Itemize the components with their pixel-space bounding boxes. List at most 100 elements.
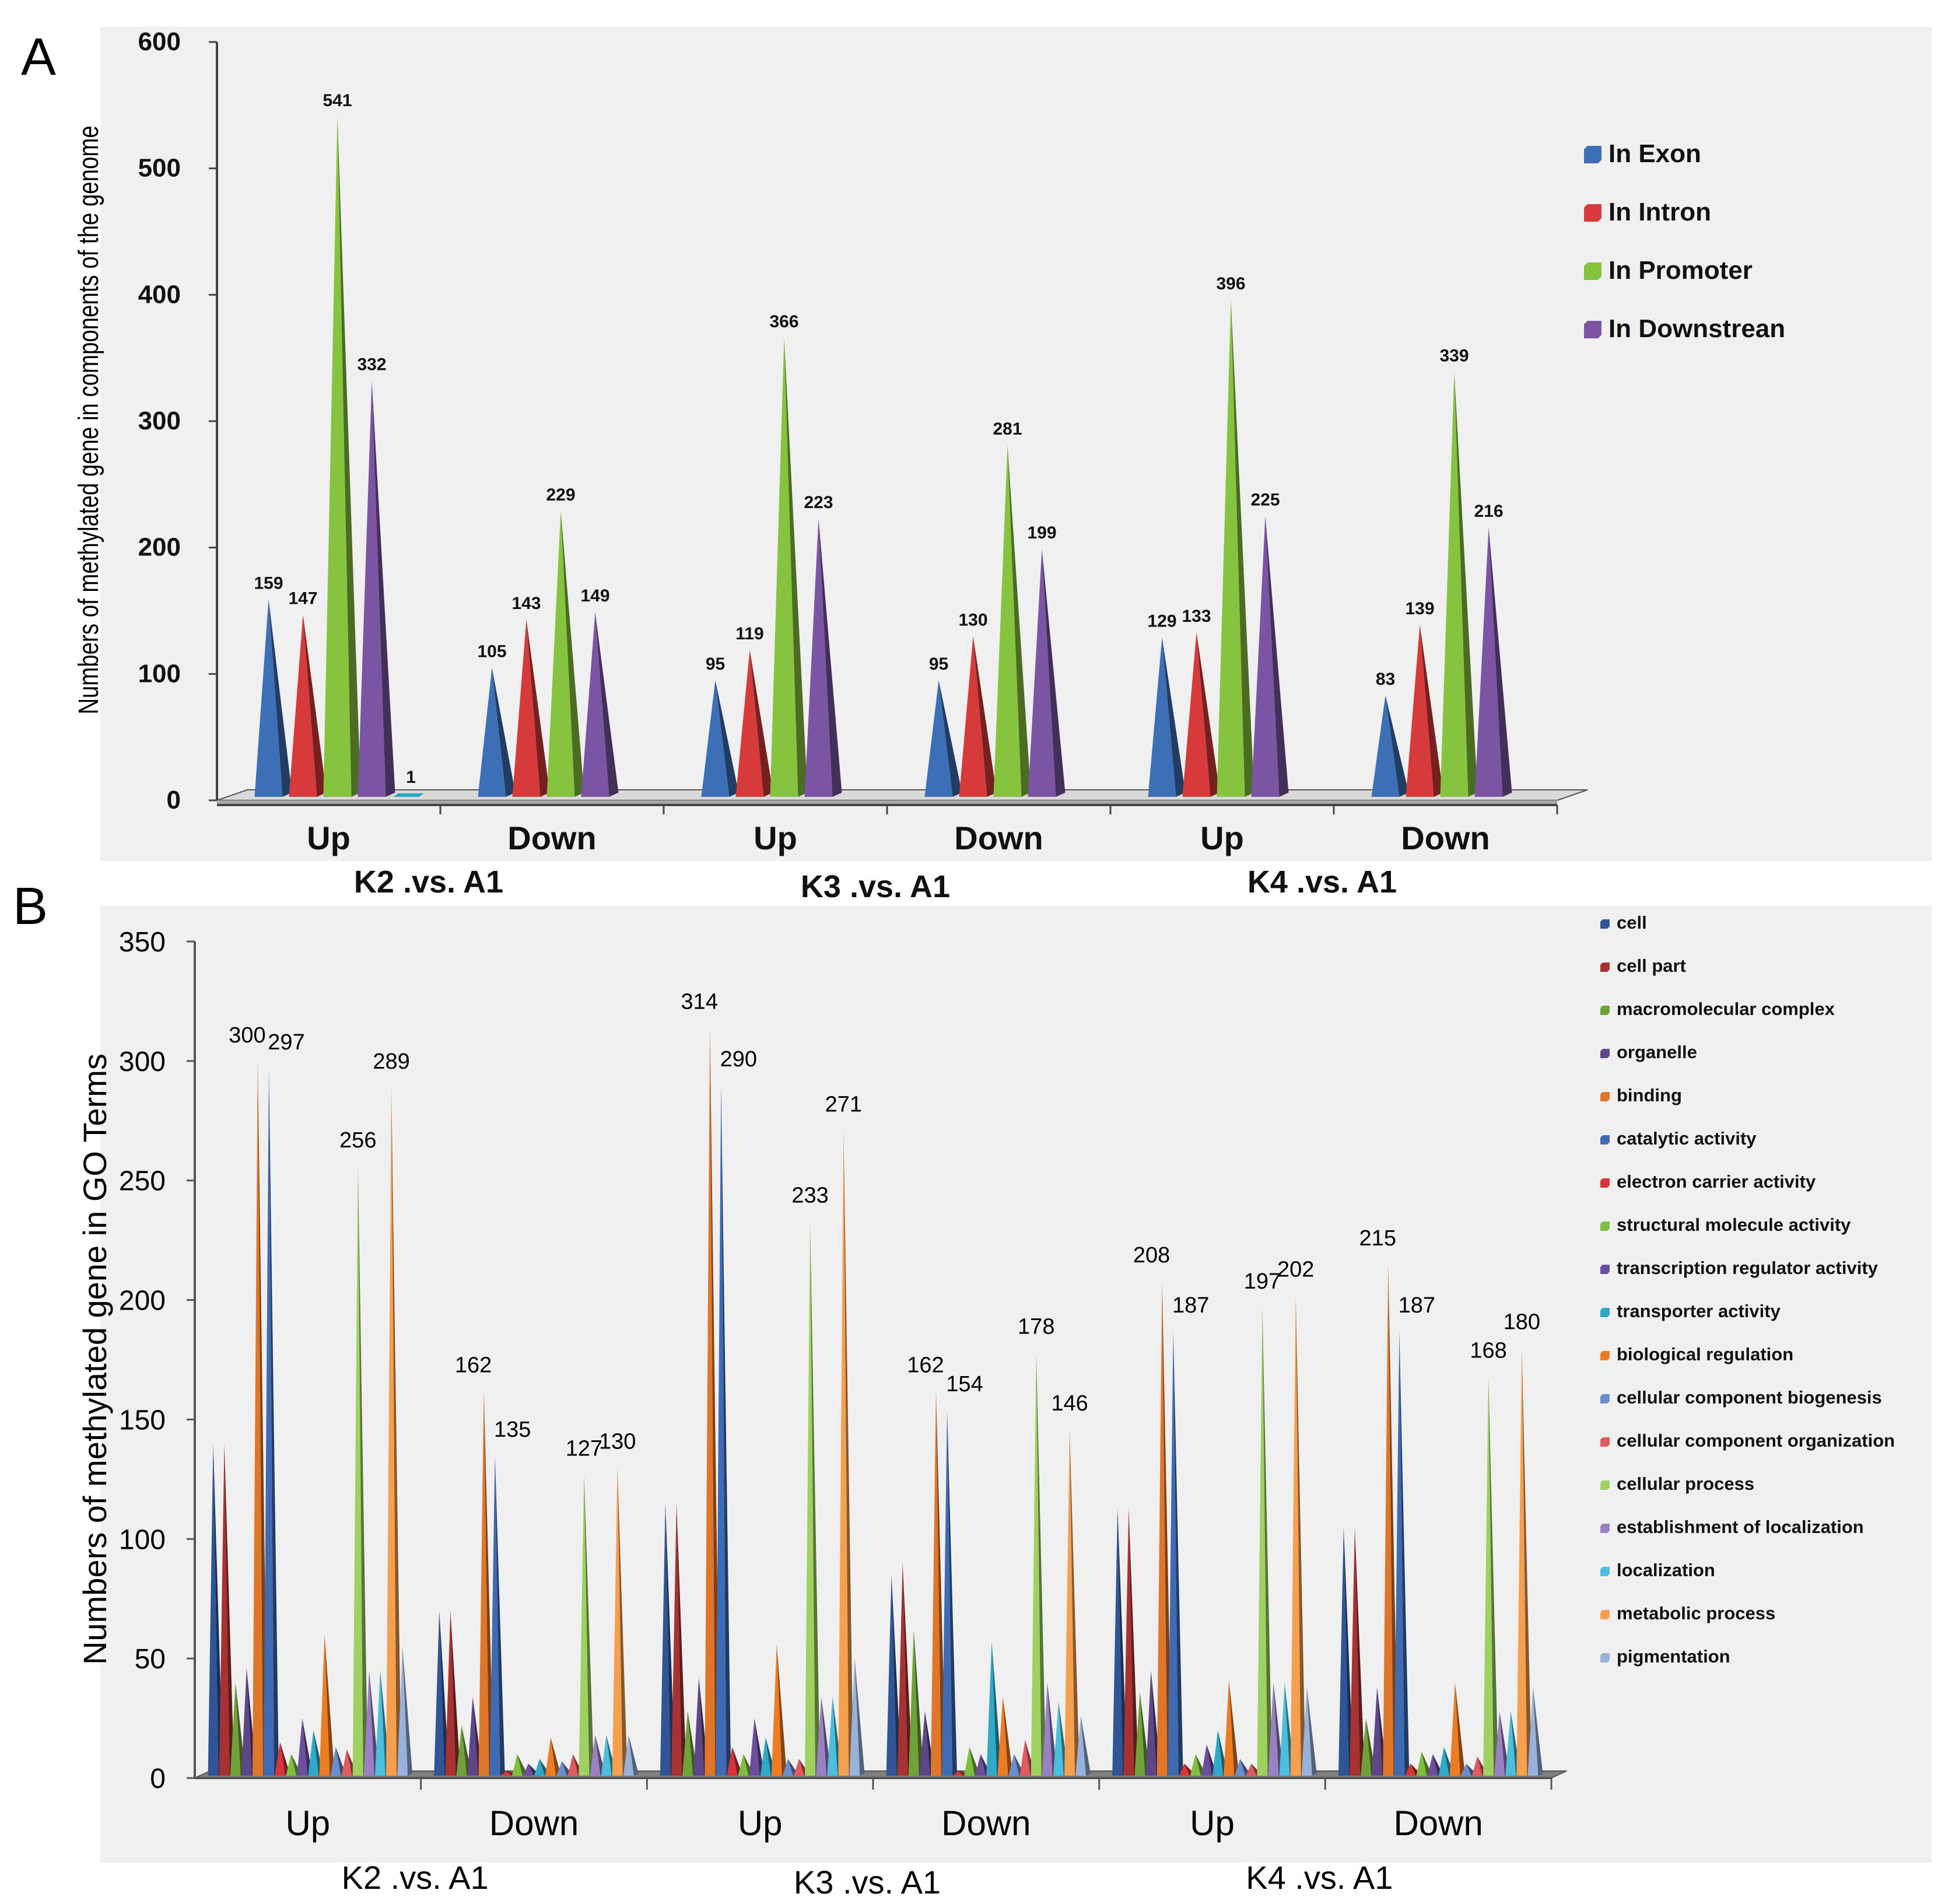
panel-b-category-label: Up [285,1804,330,1843]
panel-a-bar [924,680,962,797]
panel-b-legend-label: establishment of localization [1617,1517,1864,1537]
panel-b-legend-swatch [1600,1092,1610,1101]
panel-b-legend-swatch [1600,1610,1610,1619]
panel-a-value-label: 339 [1439,346,1469,366]
panel-b-legend-label: localization [1617,1560,1715,1580]
panel-a-value-label: 130 [958,610,987,629]
panel-b-legend-swatch [1600,1653,1610,1662]
panel-a-value-label: 281 [993,419,1022,439]
panel-b-bar [264,1068,279,1776]
panel-a-category-label: Down [1401,820,1490,856]
panel-b-bar [964,1746,980,1776]
panel-a-legend-label: In Intron [1608,198,1711,226]
panel-b-group-label: K3 .vs. A1 [794,1864,941,1901]
panel-b-value-label: 187 [1172,1293,1209,1318]
panel-a-bar [1440,372,1478,797]
panel-b-bar [1235,1759,1250,1776]
panel-b-y-tick: 50 [135,1644,166,1675]
panel-b-bar [1031,1352,1046,1776]
panel-b-legend-swatch [1600,1308,1610,1317]
panel-b-value-label: 127 [566,1437,602,1461]
panel-a-bar [1406,624,1443,797]
panel-b-y-tick: 300 [119,1046,166,1077]
panel-a-bar [512,620,550,797]
panel-b-bar [1123,1508,1139,1776]
panel-b-legend-swatch [1600,963,1610,972]
panel-a-value-label: 332 [357,355,386,374]
panel-b-y-label: Numbers of methylated gene in GO Terms [76,1054,113,1665]
panel-a-bar [770,338,808,797]
panel-b-value-label: 168 [1470,1339,1506,1363]
panel-b-bar [297,1718,313,1776]
panel-a-value-label: 95 [706,654,725,674]
panel-b-legend-swatch [1600,1394,1610,1404]
panel-b-value-label: 154 [946,1372,983,1396]
panel-b-bar [1349,1527,1365,1776]
panel-b-bar [1449,1682,1465,1776]
panel-b-value-label: 256 [339,1128,376,1153]
panel-a-y-tick: 0 [167,786,181,814]
panel-b-value-label: 297 [268,1030,304,1055]
panel-b-category-label: Up [738,1804,783,1843]
panel-a-bar [323,116,361,797]
panel-b-bar [478,1391,494,1776]
panel-b-group-label: K2 .vs. A1 [342,1859,489,1896]
panel-b-value-label: 215 [1359,1226,1396,1251]
panel-b-bar [986,1642,1002,1776]
panel-b-bar [805,1221,821,1776]
panel-a-legend-swatch [1584,321,1601,338]
panel-b-legend-swatch [1600,1265,1610,1274]
panel-a-bar [1371,695,1409,797]
panel-b-bar [489,1455,505,1776]
panel-a-category-label: Up [307,820,351,856]
panel-b-legend-label: macromolecular complex [1617,999,1835,1019]
panel-a-legend-swatch [1584,146,1601,163]
panel-a-bar [1148,637,1186,797]
panel-b-legend-label: cell part [1617,956,1686,976]
panel-a-bar [1028,548,1066,797]
panel-b-legend-swatch [1600,1480,1610,1490]
panel-a-category-label: Down [954,820,1043,856]
panel-b-bar [612,1467,628,1776]
panel-b-legend-swatch [1600,1524,1610,1533]
panel-a-value-label: 83 [1376,670,1395,689]
panel-b-bar [897,1563,913,1776]
panel-b-y-tick: 250 [119,1166,166,1197]
panel-b-legend-label: cellular component biogenesis [1617,1387,1882,1408]
panel-a-legend-label: In Promoter [1608,256,1753,285]
panel-b-legend-label: cellular component organization [1617,1430,1895,1451]
panel-b-bar [727,1746,742,1776]
panel-b-legend-swatch [1600,1049,1610,1058]
panel-b-bar [623,1735,639,1776]
panel-b-legend-swatch [1600,1222,1610,1231]
panel-a-value-label: 139 [1405,599,1434,618]
panel-b-bar [1394,1331,1410,1776]
panel-a-bar [804,518,842,797]
panel-a-y-tick: 600 [138,27,181,56]
panel-b-bar [397,1646,413,1776]
panel-a-y-tick: 100 [138,659,181,688]
panel-a-group-label: K2 .vs. A1 [354,864,503,900]
panel-a-value-label: 216 [1474,502,1503,521]
panel-b-legend-label: structural molecule activity [1617,1214,1851,1235]
panel-a-y-label: Numbers of methylated gene in components… [73,125,104,714]
panel-b-value-label: 233 [791,1183,828,1208]
panel-a-value-label: 143 [511,594,541,613]
panel-a-category-label: Down [507,820,596,856]
panel-a-group-label: K3 .vs. A1 [801,869,950,904]
panel-b-bar [942,1410,958,1776]
panel-b-bar [579,1474,594,1776]
panel-a-bar [546,510,584,797]
panel-b-bar [386,1087,402,1776]
panel-b-legend-label: metabolic process [1617,1603,1775,1623]
panel-b-bar [1301,1687,1317,1776]
panel-b-legend-label: organelle [1617,1042,1697,1062]
panel-b-legend-swatch [1600,1567,1610,1576]
panel-a-category-label: Up [1200,820,1244,856]
panel-a-value-label: 225 [1250,491,1280,510]
panel-a-value-label: 223 [804,493,833,512]
panel-b-category-label: Up [1190,1804,1235,1843]
panel-b-bar [1527,1687,1543,1776]
panel-a-bar [478,667,516,797]
panel-b-value-label: 178 [1018,1315,1054,1339]
